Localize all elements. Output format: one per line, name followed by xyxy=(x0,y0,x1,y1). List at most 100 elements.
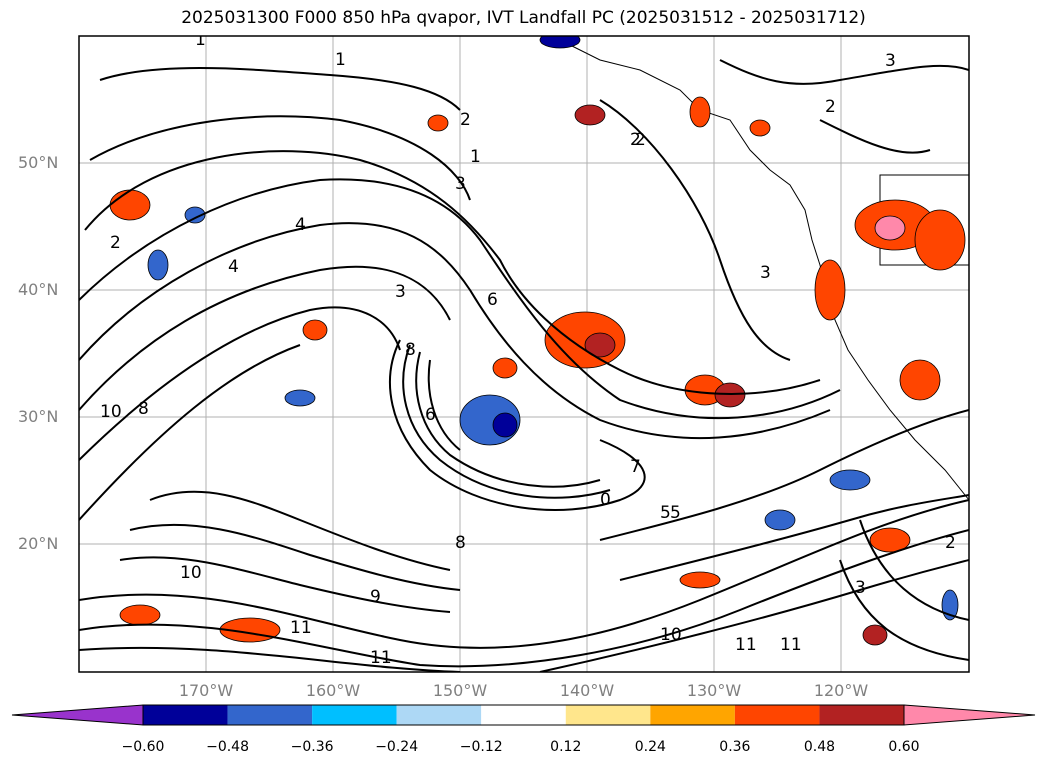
contour-label: 0 xyxy=(600,490,611,510)
shading-patch xyxy=(829,469,871,491)
contour-label: 3 xyxy=(760,263,771,283)
contour-label: 6 xyxy=(425,405,436,425)
contour-label: 11 xyxy=(780,635,802,655)
shading-patch xyxy=(679,571,721,589)
contour-label: 1 xyxy=(470,147,481,167)
colorbar-segment xyxy=(565,705,651,725)
shading-patch xyxy=(147,249,169,281)
lon-label-130w: 130°W xyxy=(686,681,742,700)
graticule xyxy=(79,36,969,672)
shading-patch xyxy=(764,509,796,531)
contour-label: 11 xyxy=(290,618,312,638)
plot-area xyxy=(79,36,969,672)
contour-label: 8 xyxy=(455,533,466,553)
colorbar-segment xyxy=(819,705,904,725)
colorbar xyxy=(11,704,1036,726)
shading-patch xyxy=(119,604,161,626)
shading-patch xyxy=(689,96,711,128)
contour-label: 2 xyxy=(945,533,956,553)
contour-label: 5 xyxy=(670,503,681,523)
lon-label-170w: 170°W xyxy=(178,681,234,700)
shading-patch xyxy=(109,189,151,221)
contour-label: 3 xyxy=(395,282,406,302)
colorbar-tick-label: 0.24 xyxy=(634,739,666,755)
lat-label-30: 30°N xyxy=(18,407,59,426)
plot-frame xyxy=(78,35,970,673)
contour-label: 2 xyxy=(630,130,641,150)
contour-label: 6 xyxy=(487,290,498,310)
contour-label: 4 xyxy=(295,215,306,235)
contour-label: 7 xyxy=(630,457,641,477)
contour-label: 8 xyxy=(138,399,149,419)
shading-patch xyxy=(874,215,906,241)
colorbar-extend-low xyxy=(11,704,144,726)
contour-label: 3 xyxy=(885,51,896,71)
colorbar-tick-label: −0.48 xyxy=(206,739,249,755)
colorbar-segment xyxy=(481,705,566,725)
contour-label: 2 xyxy=(460,110,471,130)
shading-patch xyxy=(427,114,449,132)
lat-label-40: 40°N xyxy=(18,280,59,299)
shading-patch xyxy=(941,589,959,621)
contour-label: 11 xyxy=(735,635,757,655)
shading-patch xyxy=(914,209,966,271)
shading-patch xyxy=(869,527,911,553)
colorbar-tick-label: −0.24 xyxy=(375,739,419,755)
contour-label: 3 xyxy=(855,578,866,598)
contour-label: 2 xyxy=(825,97,836,117)
shading-patch xyxy=(749,119,771,137)
contour-label: 10 xyxy=(660,625,682,645)
shading-patch xyxy=(539,36,581,49)
colorbar-tick-label: −0.60 xyxy=(121,739,165,755)
shading-patch xyxy=(899,359,941,401)
contour-label: 10 xyxy=(180,563,202,583)
colorbar-tick-label: 0.60 xyxy=(888,739,920,755)
shading-patch xyxy=(492,357,518,379)
contour-label: 10 xyxy=(100,402,122,422)
contour-label: 11 xyxy=(370,648,392,668)
contour-label: 4 xyxy=(228,257,239,277)
colorbar-segment xyxy=(650,705,735,725)
lon-label-150w: 150°W xyxy=(432,681,488,700)
shading-patch xyxy=(574,104,606,126)
colorbar-segment xyxy=(227,705,313,725)
contour-label: 2 xyxy=(635,130,646,150)
colorbar-segment xyxy=(734,705,820,725)
contour-label: 3 xyxy=(455,174,466,194)
shading-patch xyxy=(184,206,206,224)
contour-label: 1 xyxy=(335,50,346,70)
colorbar-tick-label: 0.36 xyxy=(719,739,751,755)
ivt-contours xyxy=(79,59,969,672)
lon-label-120w: 120°W xyxy=(813,681,869,700)
lat-label-20: 20°N xyxy=(18,534,59,553)
colorbar-segment xyxy=(312,705,397,725)
contour-label: 5 xyxy=(660,503,671,523)
colorbar-tick-label: −0.36 xyxy=(290,739,334,755)
colorbar-segment xyxy=(396,705,482,725)
colorbar-frame xyxy=(142,704,905,726)
lon-label-140w: 140°W xyxy=(559,681,615,700)
map-title: 2025031300 F000 850 hPa qvapor, IVT Land… xyxy=(181,8,866,28)
contour-label: 9 xyxy=(370,587,381,607)
shading-patch xyxy=(302,319,328,341)
shading-patch xyxy=(584,332,616,358)
qvapor-fill xyxy=(109,36,966,646)
shading-patch xyxy=(714,382,746,408)
colorbar-tick-label: 0.12 xyxy=(550,739,582,755)
lon-label-160w: 160°W xyxy=(305,681,361,700)
lat-label-50: 50°N xyxy=(18,153,59,172)
shading-patch xyxy=(862,624,888,646)
shading-patch xyxy=(492,412,518,438)
contour-label: 1 xyxy=(195,30,206,50)
colorbar-segment xyxy=(143,705,228,725)
colorbar-tick-label: 0.48 xyxy=(803,739,836,755)
colorbar-tick-label: −0.12 xyxy=(459,739,503,755)
shading-patch xyxy=(284,389,316,407)
contour-label: 2 xyxy=(110,233,121,253)
shading-patch xyxy=(814,259,846,321)
contour-label: 8 xyxy=(405,340,416,360)
colorbar-extend-high xyxy=(903,704,1036,726)
